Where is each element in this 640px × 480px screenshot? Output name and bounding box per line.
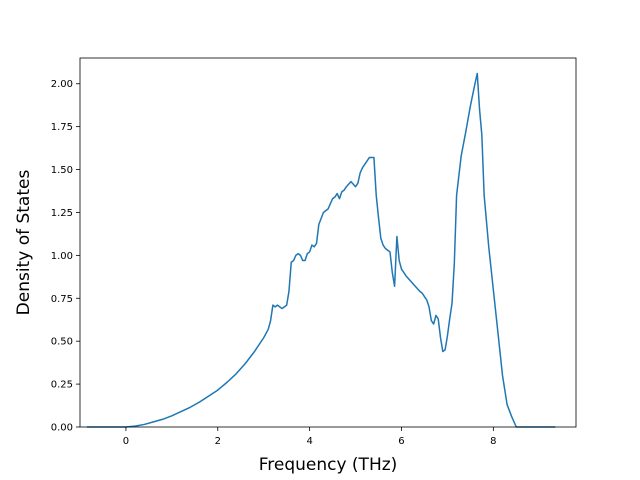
y-tick-label: 0.25 bbox=[51, 380, 73, 391]
y-axis: 0.00 0.25 0.50 0.75 1.00 1.25 1.50 1.75 2.00 bbox=[51, 79, 80, 434]
y-axis-label: Density of States bbox=[14, 170, 34, 316]
x-tick-label: 0 bbox=[123, 436, 129, 447]
dos-series-line-0 bbox=[86, 72, 556, 428]
y-tick-label: 1.25 bbox=[51, 208, 73, 219]
y-tick-label: 1.00 bbox=[51, 251, 73, 262]
y-tick-label: 0.00 bbox=[51, 423, 73, 434]
x-tick-label: 8 bbox=[490, 436, 496, 447]
y-tick-label: 1.50 bbox=[51, 165, 73, 176]
y-tick-label: 1.75 bbox=[51, 122, 73, 133]
x-axis: 0 2 4 6 8 bbox=[123, 427, 497, 447]
plot-frame bbox=[79, 57, 577, 428]
y-tick-label: 2.00 bbox=[51, 79, 73, 90]
x-tick-label: 4 bbox=[306, 436, 312, 447]
x-axis-label: Frequency (THz) bbox=[259, 455, 398, 475]
y-tick-label: 0.50 bbox=[51, 337, 73, 348]
plot-area bbox=[86, 72, 556, 428]
x-tick-label: 2 bbox=[215, 436, 221, 447]
x-tick-label: 6 bbox=[398, 436, 404, 447]
y-tick-label: 0.75 bbox=[51, 294, 73, 305]
